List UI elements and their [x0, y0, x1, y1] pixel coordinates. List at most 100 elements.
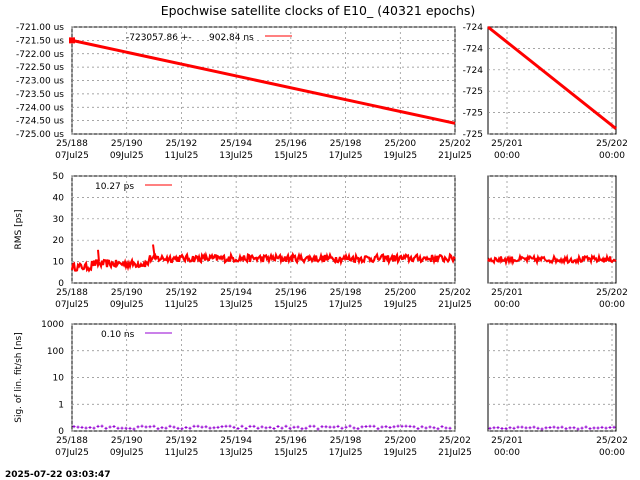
- x-tick-label: 25/198: [330, 436, 362, 446]
- y-tick-label: 0: [58, 279, 64, 289]
- legend-mean-label: -723057.86 +-: [126, 33, 192, 43]
- x-tick-label: 00:00: [599, 300, 625, 310]
- x-tick-label: 13Jul25: [219, 448, 253, 458]
- x-tick-label: 21Jul25: [438, 151, 472, 161]
- rms-legend-label: 10.27 ps: [95, 182, 134, 192]
- y-tick-label: -724.50 us: [16, 117, 64, 127]
- x-tick-label: 25/190: [111, 288, 143, 298]
- x-tick-label: 00:00: [494, 300, 520, 310]
- rms-y-axis-label: RMS [ps]: [14, 209, 24, 249]
- clock-panel-right: 25/201 00:00 25/202 00:00 -724 -724 -724 -725 -7…: [463, 23, 628, 161]
- rms-spike: [152, 244, 156, 260]
- x-tick-label: 19Jul25: [383, 300, 417, 310]
- rms-spike: [97, 249, 100, 262]
- x-tick-label: 15Jul25: [274, 300, 308, 310]
- rms-panel-right: 25/201 00:00 25/202 00:00: [487, 175, 628, 310]
- timestamp: 2025-07-22 03:03:47: [5, 470, 110, 480]
- x-tick-label: 00:00: [599, 448, 625, 458]
- y-tick-label: -721.50 us: [16, 36, 64, 46]
- y-tick-label: 0: [58, 427, 64, 437]
- x-tick-label: 25/192: [166, 436, 198, 446]
- y-tick-label: 1: [58, 400, 64, 410]
- x-tick-label: 25/200: [384, 288, 416, 298]
- y-tick-label: 20: [53, 236, 65, 246]
- x-tick-label: 11Jul25: [165, 448, 199, 458]
- y-tick-label: -723.50 us: [16, 90, 64, 100]
- x-tick-label: 19Jul25: [383, 151, 417, 161]
- y-tick-label: -722.00 us: [16, 50, 64, 60]
- x-tick-label: 25/202: [596, 139, 628, 149]
- x-tick-label: 07Jul25: [55, 151, 89, 161]
- x-tick-label: 13Jul25: [219, 300, 253, 310]
- clock-panel-left: 25/188 07Jul25 25/190 09Jul25 25/192 11Jul25 2…: [16, 23, 472, 161]
- x-tick-label: 09Jul25: [110, 448, 144, 458]
- x-tick-label: 25/196: [275, 139, 307, 149]
- y-tick-label: -725: [463, 109, 483, 119]
- x-tick-label: 25/194: [220, 288, 252, 298]
- x-tick-label: 11Jul25: [165, 151, 199, 161]
- y-tick-label: -723.00 us: [16, 77, 64, 87]
- y-tick-label: -724.00 us: [16, 103, 64, 113]
- x-tick-label: 25/202: [596, 436, 628, 446]
- x-tick-label: 00:00: [494, 448, 520, 458]
- x-tick-label: 25/194: [220, 139, 252, 149]
- x-tick-label: 09Jul25: [110, 151, 144, 161]
- x-tick-label: 00:00: [599, 151, 625, 161]
- rms-panel-right-border: [487, 175, 617, 284]
- x-tick-label: 25/200: [384, 436, 416, 446]
- chart-title: Epochwise satellite clocks of E10_ (4032…: [161, 3, 476, 18]
- y-tick-label: 10: [53, 374, 65, 384]
- rms-panel-left: 25/188 07Jul25 25/190 09Jul25 25/192 11Jul25 2…: [14, 172, 472, 310]
- x-tick-label: 17Jul25: [329, 300, 363, 310]
- x-tick-label: 25/190: [111, 139, 143, 149]
- y-tick-label: -724: [463, 44, 484, 54]
- x-tick-label: 25/192: [166, 288, 198, 298]
- y-tick-label: 50: [53, 172, 65, 182]
- y-tick-label: -721.00 us: [16, 23, 64, 33]
- y-tick-label: -722.50 us: [16, 63, 64, 73]
- y-tick-label: -724: [463, 23, 484, 33]
- x-tick-label: 07Jul25: [55, 448, 89, 458]
- y-tick-label: 100: [47, 347, 64, 357]
- x-tick-label: 25/200: [384, 139, 416, 149]
- x-tick-label: 15Jul25: [274, 448, 308, 458]
- y-tick-label: 10: [53, 258, 65, 268]
- x-tick-label: 25/198: [330, 139, 362, 149]
- x-tick-label: 11Jul25: [165, 300, 199, 310]
- x-tick-label: 25/201: [491, 436, 523, 446]
- x-tick-label: 19Jul25: [383, 448, 417, 458]
- x-tick-label: 25/201: [491, 288, 523, 298]
- fit-panel-left: 25/188 07Jul25 25/190 09Jul25 25/192 11Jul25 2…: [14, 320, 472, 458]
- x-tick-label: 15Jul25: [274, 151, 308, 161]
- y-tick-label: 1000: [41, 320, 64, 330]
- x-tick-label: 00:00: [494, 151, 520, 161]
- y-tick-label: 40: [53, 193, 65, 203]
- x-tick-label: 09Jul25: [110, 300, 144, 310]
- x-tick-label: 25/198: [330, 288, 362, 298]
- x-tick-label: 25/202: [439, 436, 471, 446]
- x-tick-label: 25/188: [56, 139, 88, 149]
- x-tick-label: 21Jul25: [438, 448, 472, 458]
- x-tick-label: 25/202: [439, 288, 471, 298]
- rms-series: [70, 250, 456, 273]
- y-tick-label: -725.00 us: [16, 130, 64, 140]
- x-tick-label: 25/188: [56, 436, 88, 446]
- x-tick-label: 17Jul25: [329, 151, 363, 161]
- legend-sigma-label: 902.84 ns: [209, 33, 254, 43]
- y-tick-label: -724: [463, 66, 484, 76]
- x-tick-label: 25/192: [166, 139, 198, 149]
- y-tick-label: -725: [463, 130, 483, 140]
- x-tick-label: 21Jul25: [438, 300, 472, 310]
- x-tick-label: 07Jul25: [55, 300, 89, 310]
- rms-series: [487, 252, 617, 267]
- x-tick-label: 25/196: [275, 288, 307, 298]
- clock-series: [487, 25, 617, 130]
- fit-y-axis-label: Sig. of lin. fit/sh [ns]: [14, 332, 24, 423]
- fit-panel-right: 25/201 00:00 25/202 00:00: [487, 323, 628, 458]
- x-tick-label: 25/201: [491, 139, 523, 149]
- x-tick-label: 25/196: [275, 436, 307, 446]
- clock-panel-right-border: [487, 26, 617, 135]
- fit-legend-label: 0.10 ns: [101, 330, 135, 340]
- x-tick-label: 25/188: [56, 288, 88, 298]
- clock-series-marker: [69, 37, 75, 44]
